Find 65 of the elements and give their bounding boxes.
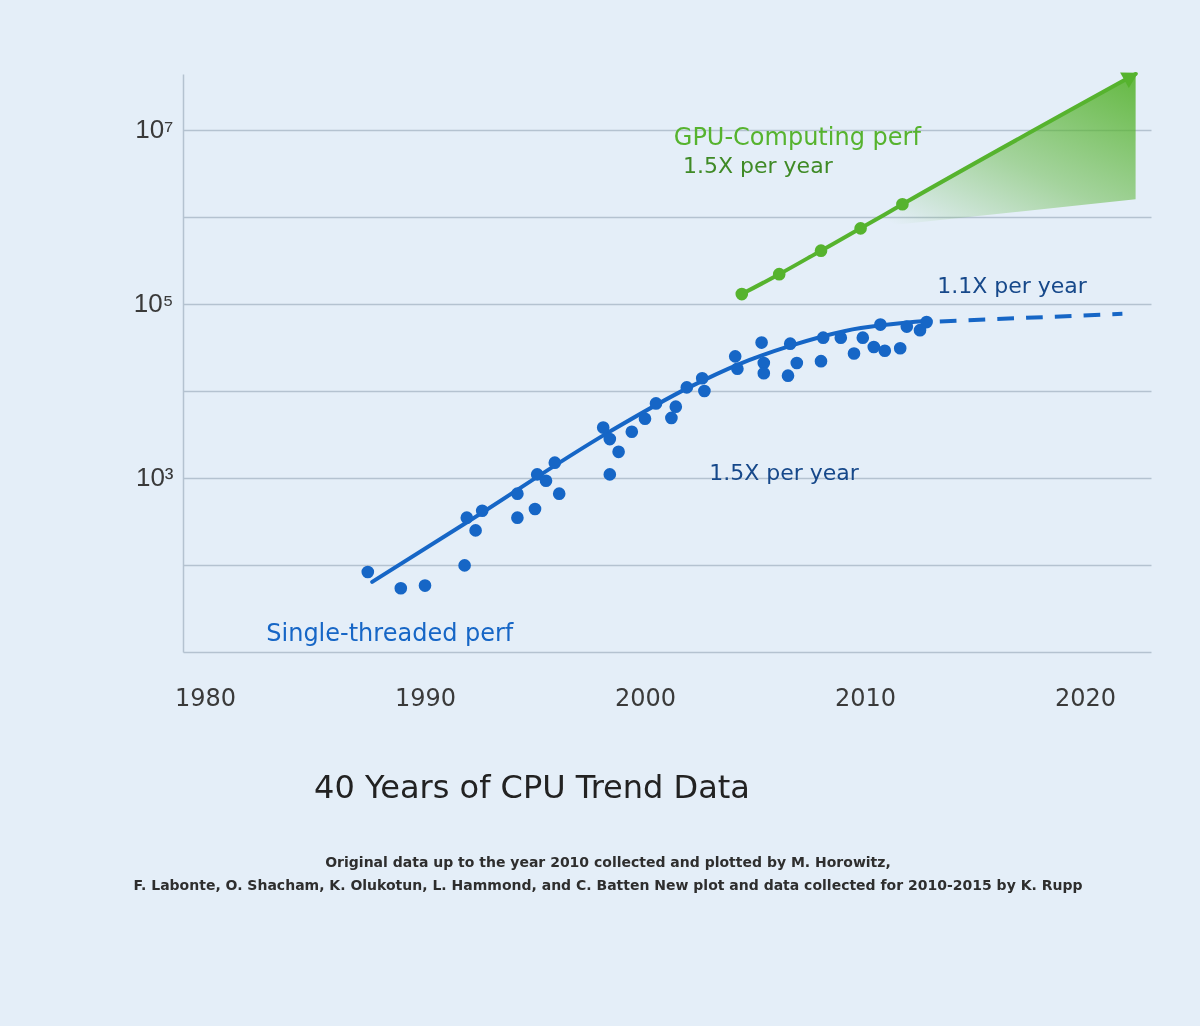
x-tick-label: 1990 [394,683,457,712]
point [530,468,544,481]
point [814,354,828,368]
point [649,397,663,410]
point [790,356,804,370]
point [548,456,562,469]
point [856,331,870,344]
point [528,502,542,516]
series-label: GPU-Computing perf [673,123,922,152]
point [731,362,744,376]
point [612,445,625,459]
point [847,347,861,360]
point [781,369,795,382]
point [772,267,786,281]
point [680,381,694,394]
point [900,320,914,333]
y-tick-label: 10⁷ [135,114,174,145]
point [896,197,909,211]
point [698,384,711,398]
point [418,579,432,592]
point [625,425,639,439]
point [920,315,933,329]
annotation: 1.5X per year [709,460,860,485]
text: Original data up to the year 2010 collected and plotted by M. Horowitz, F. Labonte, O. Shacham, K. Olukotun, L. Hammond, and C. Batten New plot and data collected for 2010-2015 by K. Rupp [133,854,1083,894]
point [854,222,867,235]
point [511,487,524,501]
series-label: Single-threaded perf [266,619,514,648]
point [665,411,678,425]
x-tick-label: 2020 [1054,683,1117,712]
point [460,511,474,524]
point [511,511,524,524]
point [834,331,848,344]
point [603,468,617,481]
point [596,421,610,434]
point [913,323,927,337]
point [735,287,749,301]
point [458,559,471,572]
text: 40 Years of CPU Trend Data [314,768,750,806]
point [814,244,828,257]
x-tick-label: 1980 [174,683,237,712]
point [816,331,830,344]
point [867,340,881,354]
point [783,337,797,350]
y-tick-label: 10³ [135,462,174,493]
x-tick-label: 2010 [834,683,897,712]
point [361,565,375,579]
point [893,341,907,355]
point [669,400,683,413]
x-tick-label: 2000 [614,683,677,712]
point [603,432,617,446]
point [695,371,709,385]
y-tick-label: 10⁵ [133,288,174,319]
point [539,474,553,488]
point [755,336,768,349]
point [552,487,566,501]
annotation: 1.5X per year [683,153,834,178]
point [394,581,408,595]
point [757,366,771,380]
annotation: 1.1X per year [937,273,1088,298]
point [874,318,887,331]
point [638,412,652,426]
point [469,524,482,537]
point [878,344,892,358]
point [728,350,742,363]
point [475,504,489,518]
